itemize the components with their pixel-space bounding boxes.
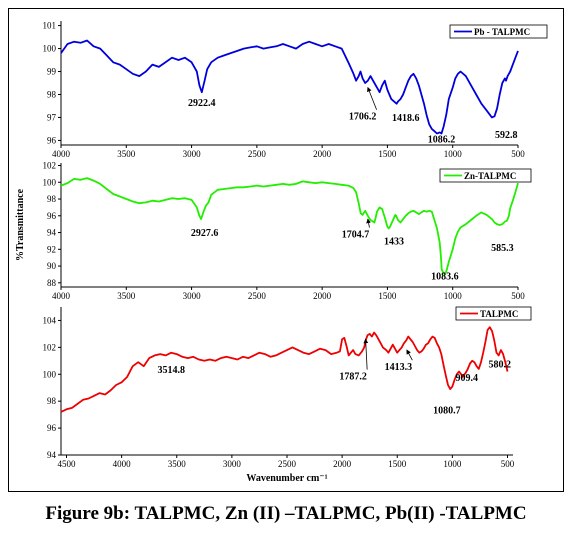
x-tick-label: 500	[501, 459, 515, 469]
y-tick-label: 102	[43, 161, 57, 171]
peak-annotation: 909.4	[455, 373, 478, 384]
x-tick-label: 2500	[278, 459, 297, 469]
annotation-arrow	[367, 86, 377, 110]
legend-label: Zn-TALPMC	[464, 171, 516, 181]
y-tick-label: 96	[47, 135, 57, 145]
annotation-arrow	[406, 349, 413, 361]
x-tick-label: 4000	[52, 291, 71, 301]
y-tick-label: 98	[47, 194, 57, 204]
legend-label: TALPMC	[480, 309, 518, 319]
x-tick-label: 3000	[223, 459, 242, 469]
legend-box	[449, 24, 548, 39]
x-tick-label: 3500	[117, 149, 136, 159]
y-tick-label: 94	[47, 228, 57, 238]
x-tick-label: 2000	[333, 459, 352, 469]
peak-annotation: 1787.2	[339, 372, 367, 383]
x-tick-label: 2500	[248, 291, 267, 301]
y-tick-label: 88	[47, 278, 57, 288]
peak-annotation: 1083.6	[431, 271, 459, 282]
x-tick-label: 3500	[168, 459, 187, 469]
annotation-arrow	[366, 218, 371, 228]
peak-annotation: 592.8	[495, 130, 518, 141]
legend-box	[439, 168, 532, 183]
legend-box	[455, 306, 532, 321]
peak-annotation: 2922.4	[188, 98, 216, 109]
x-tick-label: 1000	[444, 149, 463, 159]
x-tick-label: 4500	[58, 459, 77, 469]
series-line	[60, 39, 519, 135]
y-tick-label: 99	[47, 67, 57, 77]
y-tick-label: 97	[47, 112, 57, 122]
x-tick-label: 2000	[313, 291, 332, 301]
x-tick-label: 1000	[444, 291, 463, 301]
series-line	[60, 177, 519, 275]
peak-annotation: 1080.7	[433, 405, 461, 416]
x-tick-label: 1500	[378, 291, 397, 301]
y-tick-label: 101	[43, 21, 57, 31]
peak-annotation: 1704.7	[342, 230, 370, 241]
x-tick-label: 500	[511, 149, 525, 159]
peak-annotation: 1433	[384, 236, 404, 247]
series-line	[60, 326, 509, 413]
peak-annotation: 1418.6	[392, 113, 420, 124]
y-tick-label: 104	[43, 315, 57, 325]
y-tick-label: 90	[47, 261, 57, 271]
chart-panel-2: 102 100 98 96 94 92 90 88 4000 3500 3000 2500 2000 15…	[15, 161, 532, 301]
x-tick-label: 1500	[378, 149, 397, 159]
x-tick-label: 3500	[117, 291, 136, 301]
x-tick-label: 4000	[113, 459, 132, 469]
chart-panel-1: 101 100 99 98 97 96 4000 3500 3000 2500 2000 1500 10…	[43, 21, 548, 159]
x-tick-label: 3000	[183, 291, 202, 301]
y-tick-label: 100	[43, 44, 57, 54]
y-tick-label: 96	[47, 423, 57, 433]
peak-annotation: 580.2	[489, 360, 512, 371]
peak-annotation: 1413.3	[385, 362, 413, 373]
x-axis-label: Wavenumber cm⁻¹	[246, 473, 327, 484]
y-tick-label: 100	[43, 177, 57, 187]
y-tick-label: 98	[47, 89, 57, 99]
x-tick-label: 1500	[388, 459, 407, 469]
figure-caption: Figure 9b: TALPMC, Zn (II) –TALPMC, Pb(I…	[45, 503, 527, 524]
x-tick-label: 500	[511, 291, 525, 301]
peak-annotation: 1086.2	[428, 135, 456, 146]
x-tick-label: 2000	[313, 149, 332, 159]
y-tick-label: 98	[47, 396, 57, 406]
x-tick-label: 3000	[183, 149, 202, 159]
peak-annotation: 3514.8	[157, 365, 185, 376]
x-tick-label: 1000	[443, 459, 462, 469]
y-axis-label: %Transmittance	[15, 188, 26, 261]
annotation-arrow	[363, 338, 369, 370]
peak-annotation: 585.3	[491, 243, 514, 254]
y-tick-label: 94	[47, 450, 57, 460]
y-tick-label: 100	[43, 369, 57, 379]
peak-annotation: 1706.2	[349, 112, 377, 123]
figure-frame: 101 100 99 98 97 96 4000 3500 3000 2500 2000 1500 10…	[8, 8, 564, 492]
legend-label: Pb - TALPMC	[474, 27, 530, 37]
y-tick-label: 102	[43, 342, 57, 352]
y-tick-label: 92	[47, 244, 56, 254]
x-tick-label: 2500	[248, 149, 267, 159]
x-tick-label: 4000	[52, 149, 71, 159]
y-tick-label: 96	[47, 211, 57, 221]
peak-annotation: 2927.6	[191, 228, 219, 239]
